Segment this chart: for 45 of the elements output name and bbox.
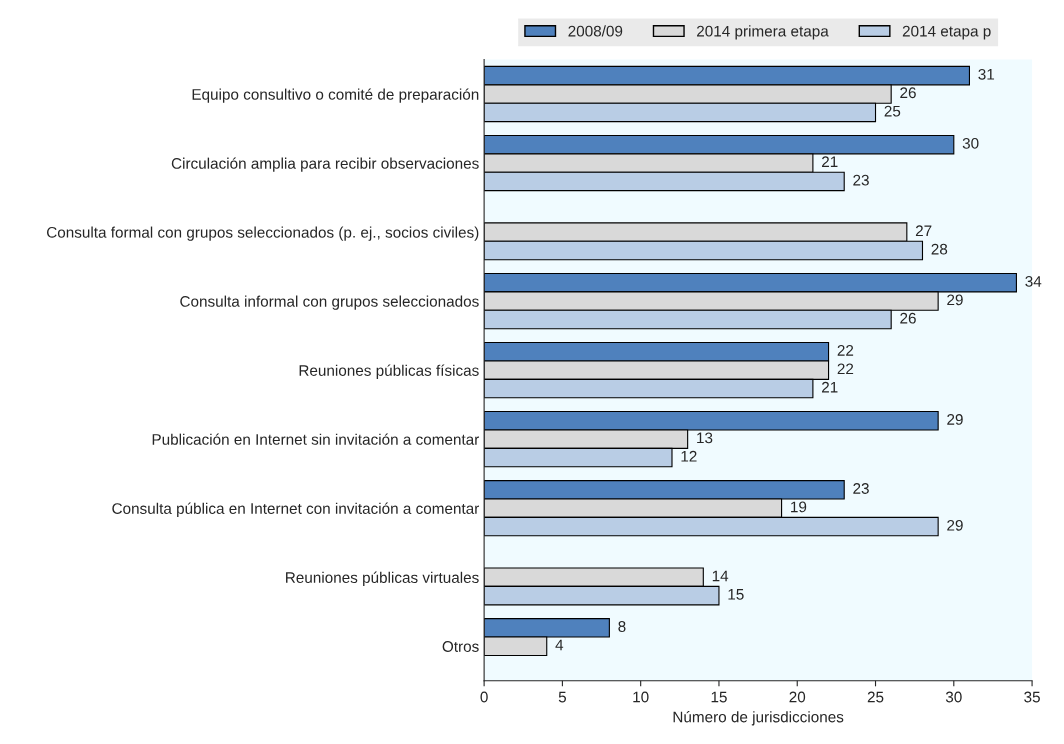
y-tick-label: Consulta formal con grupos seleccionados (p. ej., socios civiles) [46, 226, 479, 241]
x-tick-label: 10 [633, 691, 649, 703]
data-label: 30 [962, 137, 979, 149]
y-tick-label: Publicación en Internet sin invitación a comentar [152, 433, 480, 445]
x-tick-label: 35 [1024, 691, 1040, 703]
x-tick-label: 5 [558, 691, 567, 703]
data-label: 14 [712, 570, 729, 582]
y-tick-label: Equipo consultivo o comité de preparación [192, 88, 479, 103]
legend-label: 2008/09 [568, 25, 623, 37]
data-label: 28 [931, 243, 948, 255]
legend-label: 2014 primera etapa [697, 25, 829, 40]
data-label: 34 [1025, 275, 1042, 287]
data-label: 29 [947, 294, 963, 306]
y-tick-label: Reuniones públicas virtuales [286, 571, 479, 587]
data-label: 8 [618, 621, 626, 632]
data-label: 23 [853, 174, 869, 186]
x-tick-label: 25 [867, 691, 884, 703]
x-tick-label: 0 [480, 691, 488, 703]
data-label: 21 [822, 381, 838, 393]
data-label: 26 [900, 312, 916, 324]
y-tick-label: Circulación amplia para recibir observaciones [171, 157, 479, 172]
data-label: 29 [947, 414, 963, 425]
data-label: 12 [681, 450, 697, 462]
data-label: 21 [822, 156, 838, 168]
data-label: 13 [697, 432, 713, 444]
data-label: 29 [947, 519, 963, 531]
data-label: 25 [884, 105, 901, 117]
data-label: 27 [915, 225, 932, 237]
y-tick-label: Consulta pública en Internet con invitación a comentar [112, 502, 480, 517]
data-label: 22 [837, 363, 854, 375]
legend-label: 2014 etapa p [902, 25, 991, 40]
x-tick-label: 20 [789, 691, 806, 703]
data-label: 22 [837, 345, 854, 356]
data-label: 23 [853, 483, 869, 494]
y-tick-label: Consulta informal con grupos seleccionados [180, 295, 479, 310]
data-label: 15 [728, 589, 744, 600]
data-label: 26 [900, 87, 916, 99]
x-tick-label: 30 [945, 691, 962, 703]
data-label: 31 [978, 68, 995, 80]
data-label: 4 [555, 639, 564, 651]
x-tick-label: 15 [711, 691, 727, 703]
data-label: 19 [791, 501, 807, 513]
y-tick-label: Otros [442, 641, 479, 652]
x-axis-title: Número de jurisdicciones [673, 710, 844, 726]
y-tick-label: Reuniones públicas físicas [299, 364, 479, 379]
